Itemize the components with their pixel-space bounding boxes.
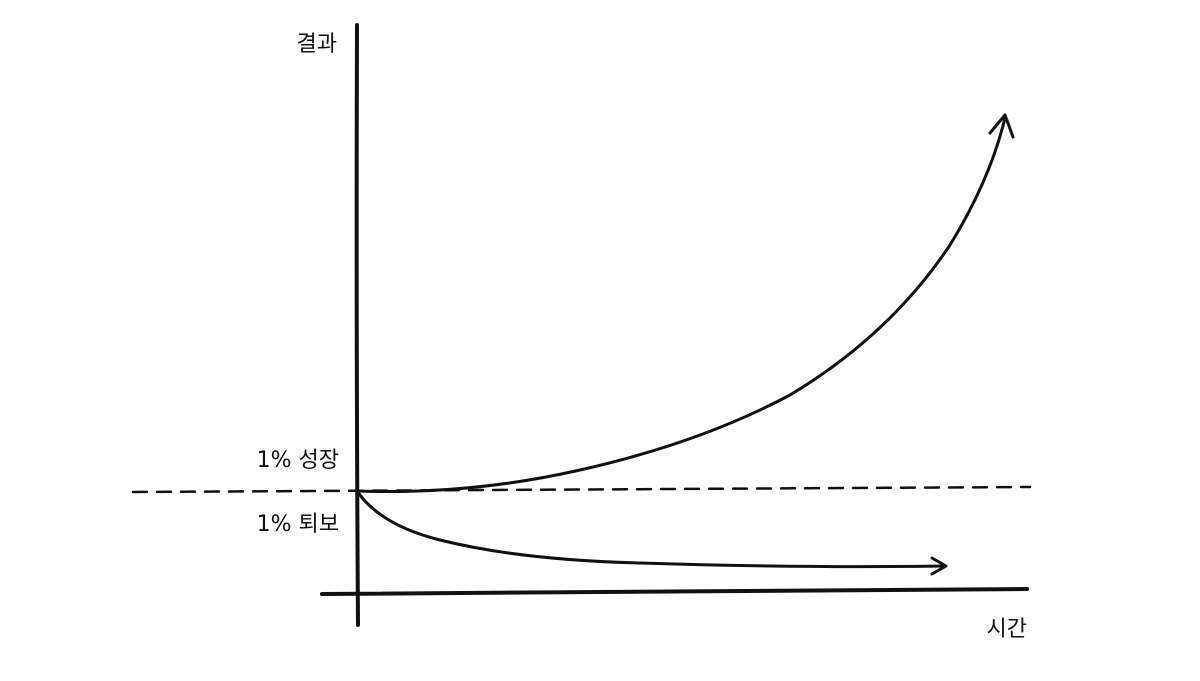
y-axis-label: 결과: [297, 32, 337, 57]
decline-curve: [355, 489, 947, 569]
x-axis-label: 시간: [987, 617, 1027, 642]
x-axis: [320, 587, 1029, 596]
growth-label: 1% 성장: [257, 448, 339, 473]
growth-arrowhead: [988, 113, 1015, 139]
growth-curve: [355, 116, 1007, 494]
decline-arrowhead: [930, 556, 948, 576]
baseline-dashed: [131, 485, 1032, 494]
y-axis: [354, 23, 360, 627]
decline-label: 1% 퇴보: [257, 512, 339, 537]
